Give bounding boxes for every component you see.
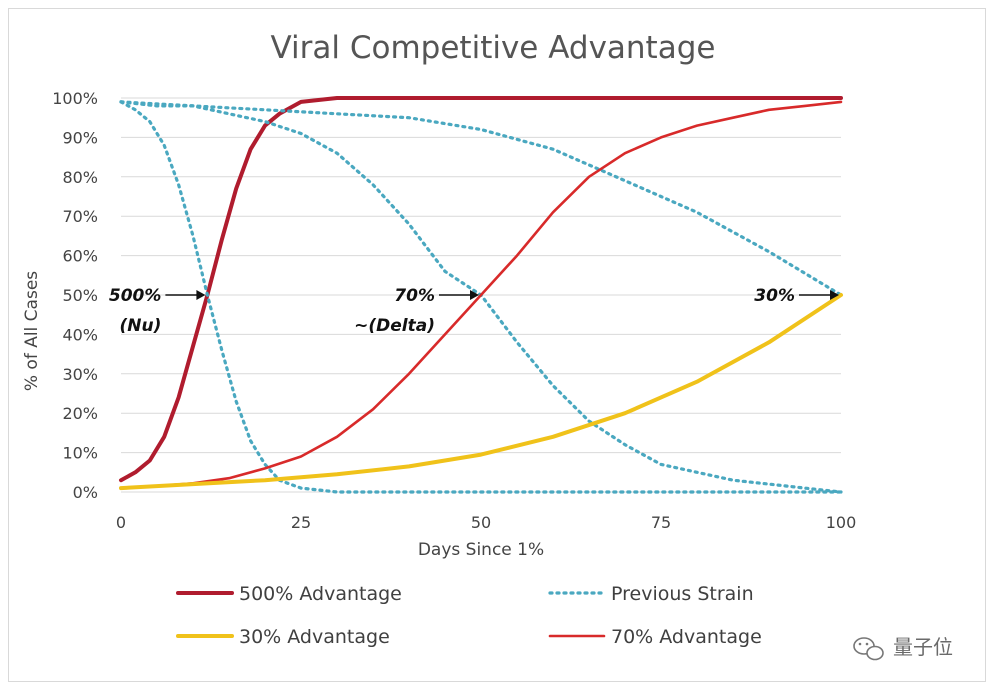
x-tick-label: 0: [116, 513, 126, 532]
legend-item: Previous Strain: [548, 583, 754, 605]
y-tick-label: 40%: [62, 325, 98, 344]
legend-label: 70% Advantage: [611, 626, 762, 648]
series-line-500-advantage-0: [119, 96, 843, 483]
series-line-30-advantage-5: [119, 293, 843, 491]
annotation: 30%: [754, 286, 839, 306]
wechat-icon: [853, 637, 884, 661]
y-tick-label: 80%: [62, 168, 98, 187]
watermark: 量子位: [853, 635, 953, 661]
y-axis-label: % of All Cases: [22, 271, 42, 391]
legend-item: 30% Advantage: [176, 626, 390, 648]
legend-label: 500% Advantage: [239, 583, 402, 605]
y-tick-label: 30%: [62, 365, 98, 384]
y-tick-label: 50%: [62, 286, 98, 305]
y-tick-label: 70%: [62, 207, 98, 226]
legend-label: 30% Advantage: [239, 626, 390, 648]
series-line-previous-strain-3: [119, 100, 843, 297]
annotation-label: (Nu): [120, 316, 162, 336]
x-axis-label: Days Since 1%: [418, 540, 544, 560]
series-line-previous-strain-1: [119, 100, 843, 494]
y-tick-label: 100%: [52, 89, 98, 108]
y-tick-label: 0%: [73, 483, 98, 502]
annotation: 500% (Nu): [109, 286, 206, 336]
x-tick-label: 75: [651, 513, 671, 532]
annotation-label: 30%: [754, 286, 795, 306]
chart-title: Viral Competitive Advantage: [271, 30, 716, 66]
legend: 500% Advantage Previous Strain 30% Advanta…: [176, 583, 762, 648]
watermark-text: 量子位: [893, 635, 953, 659]
annotation: 70% ~(Delta): [354, 286, 479, 336]
legend-item: 70% Advantage: [548, 626, 762, 648]
y-tick-label: 10%: [62, 444, 98, 463]
annotations-group: 500% (Nu) 70% ~(Delta) 30%: [109, 286, 839, 336]
legend-label: Previous Strain: [611, 583, 754, 605]
y-tick-label: 60%: [62, 247, 98, 266]
y-axis-ticks: 0% 10% 20% 30% 40% 50% 60% 70% 80% 90% 100%: [52, 89, 98, 502]
x-tick-label: 50: [471, 513, 491, 532]
x-tick-label: 25: [291, 513, 311, 532]
series-line-70-advantage-4: [119, 100, 843, 490]
annotation-label: 500%: [109, 286, 162, 306]
annotation-label: ~(Delta): [354, 316, 435, 336]
x-tick-label: 100: [826, 513, 857, 532]
legend-item: 500% Advantage: [176, 583, 402, 605]
series-line-previous-strain-2: [119, 100, 843, 494]
arrow-head-icon: [196, 290, 206, 300]
y-tick-label: 20%: [62, 404, 98, 423]
annotation-label: 70%: [394, 286, 435, 306]
x-axis-ticks: 0 25 50 75 100: [116, 513, 856, 532]
y-tick-label: 90%: [62, 128, 98, 147]
chart-frame: [8, 8, 986, 682]
arrow-head-icon: [470, 290, 479, 300]
arrow-head-icon: [830, 290, 839, 300]
series-group: [119, 96, 843, 494]
